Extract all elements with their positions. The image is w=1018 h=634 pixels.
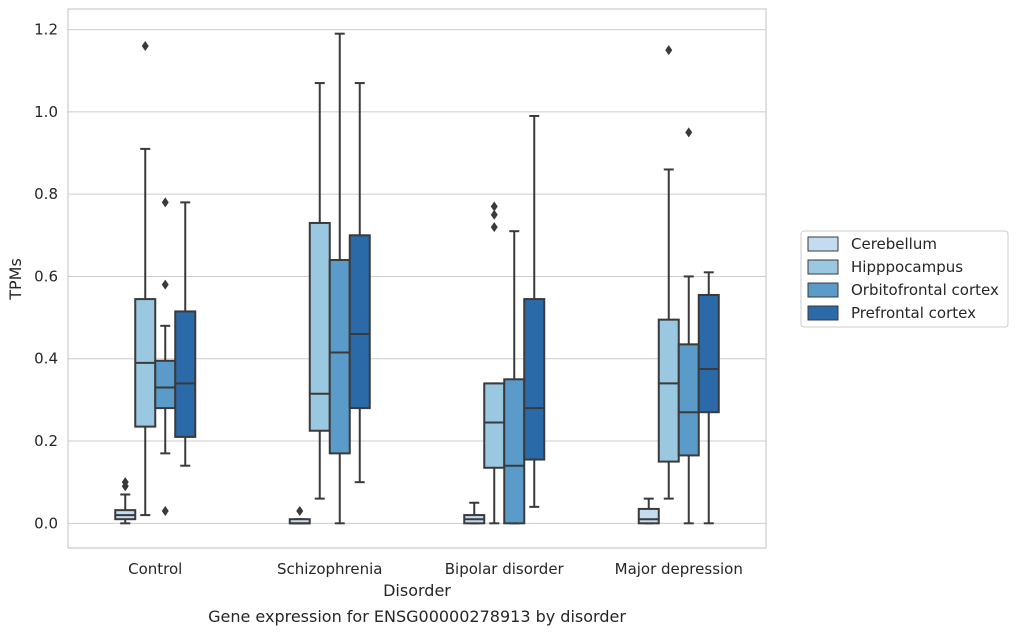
legend-label: Hipppocampus (851, 258, 963, 276)
outlier-point (490, 222, 498, 233)
box-group (174, 201, 197, 467)
x-tick-label: Major depression (615, 560, 743, 578)
legend: Cerebellum Hipppocampus Orbitofrontal cort… (800, 230, 1009, 328)
outlier-point (141, 41, 149, 52)
outlier-point (665, 45, 673, 56)
box-group (657, 45, 680, 500)
box-group (288, 505, 311, 525)
box-group (677, 127, 700, 525)
y-axis-label: TPMs (6, 258, 25, 301)
outlier-point (490, 209, 498, 220)
y-tick-label: 0.0 (34, 514, 58, 532)
box (174, 310, 197, 438)
legend-swatch (807, 282, 839, 298)
y-tick-label: 0.2 (34, 432, 58, 450)
legend-label: Cerebellum (851, 235, 937, 253)
legend-label: Orbitofrontal cortex (851, 281, 999, 299)
box-group (154, 197, 177, 516)
box-group (523, 114, 546, 508)
x-tick-label: Control (128, 560, 182, 578)
box (523, 298, 546, 461)
outlier-point (161, 279, 169, 290)
x-tick-label: Bipolar disorder (445, 560, 565, 578)
legend-swatch (807, 259, 839, 275)
box (483, 382, 506, 469)
box (348, 234, 371, 410)
box (503, 378, 526, 525)
box-group (308, 82, 331, 500)
legend-swatch (807, 305, 839, 321)
y-tick-label: 0.6 (34, 267, 58, 285)
box-group (637, 497, 660, 525)
box (637, 507, 660, 525)
outlier-point (121, 477, 129, 488)
legend-frame (800, 230, 1009, 328)
box (697, 293, 720, 414)
x-tick-labels: Control Schizophrenia Bipolar disorder Majo… (128, 560, 743, 578)
box-group (483, 201, 506, 525)
x-tick-label: Schizophrenia (277, 560, 382, 578)
plot-frame (67, 8, 767, 549)
box-group (463, 501, 486, 525)
box (328, 258, 351, 455)
box (677, 343, 700, 457)
outlier-point (161, 505, 169, 516)
outlier-point (685, 127, 693, 138)
x-axis-label: Disorder (383, 581, 451, 600)
box-group (328, 32, 351, 525)
box-group (503, 230, 526, 525)
box-group (134, 41, 157, 517)
y-tick-labels: 0.0 0.2 0.4 0.6 0.8 1.0 1.2 (34, 21, 58, 533)
box-group (697, 271, 720, 525)
box (154, 359, 177, 410)
legend-swatch (807, 236, 839, 252)
y-tick-label: 0.8 (34, 185, 58, 203)
y-tick-label: 1.2 (34, 21, 58, 39)
outlier-point (161, 197, 169, 208)
boxes-layer (114, 32, 720, 525)
box-group (348, 82, 371, 484)
outlier-point (296, 505, 304, 516)
legend-label: Prefrontal cortex (851, 304, 976, 322)
y-tick-label: 1.0 (34, 103, 58, 121)
y-tick-label: 0.4 (34, 350, 58, 368)
outlier-point (490, 201, 498, 212)
box (657, 318, 680, 463)
box (308, 221, 331, 432)
chart-caption: Gene expression for ENSG00000278913 by d… (208, 607, 626, 626)
box-group (114, 477, 137, 525)
